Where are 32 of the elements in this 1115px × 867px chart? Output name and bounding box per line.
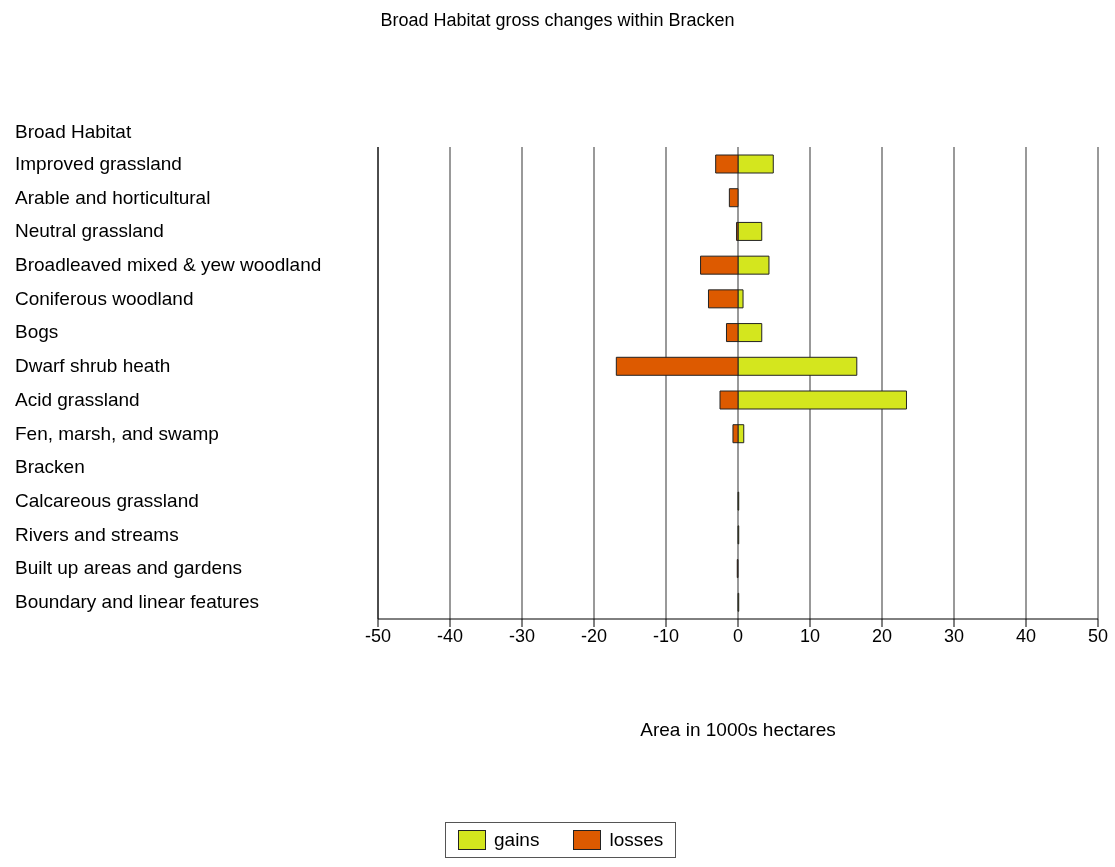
x-tick-label: 20 <box>871 625 893 646</box>
y-tick-label: Coniferous woodland <box>15 287 194 309</box>
y-tick-label: Bracken <box>15 456 85 478</box>
x-tick-label: 0 <box>732 625 744 646</box>
y-tick-label: Broadleaved mixed & yew woodland <box>15 254 322 275</box>
y-tick-label: Built up areas and gardens <box>15 557 243 579</box>
bar <box>737 221 763 241</box>
legend-label: losses <box>608 829 664 851</box>
x-tick-label: 30 <box>943 625 965 646</box>
y-tick-label: Bogs <box>15 321 59 343</box>
y-axis-title: Broad Habitat <box>15 121 132 143</box>
bar <box>728 188 739 208</box>
y-tick-label: Neutral grassland <box>15 220 164 242</box>
x-tick-label: 40 <box>1015 625 1037 646</box>
x-tick-label: 50 <box>1087 625 1109 646</box>
x-tick-label: -30 <box>508 625 536 646</box>
y-tick-label: Rivers and streams <box>15 523 179 545</box>
y-tick-label: Improved grassland <box>15 152 182 174</box>
x-tick-label: -20 <box>580 625 608 646</box>
x-tick-label: 10 <box>799 625 821 646</box>
y-tick-label: Arable and horticultural <box>15 186 211 208</box>
x-axis-title: Area in 1000s hectares <box>639 719 837 741</box>
legend-label: gains <box>493 829 540 851</box>
x-tick-label: -40 <box>436 625 464 646</box>
y-tick-label: Boundary and linear features <box>15 591 259 613</box>
y-tick-label: Acid grassland <box>15 388 140 410</box>
x-tick-label: -10 <box>652 625 680 646</box>
y-tick-label: Dwarf shrub heath <box>15 355 171 377</box>
chart-title: Broad Habitat gross changes within Bracken <box>379 10 736 31</box>
x-tick-label: -50 <box>364 625 392 646</box>
y-tick-label: Calcareous grassland <box>15 490 199 511</box>
y-tick-label: Fen, marsh, and swamp <box>15 422 219 444</box>
